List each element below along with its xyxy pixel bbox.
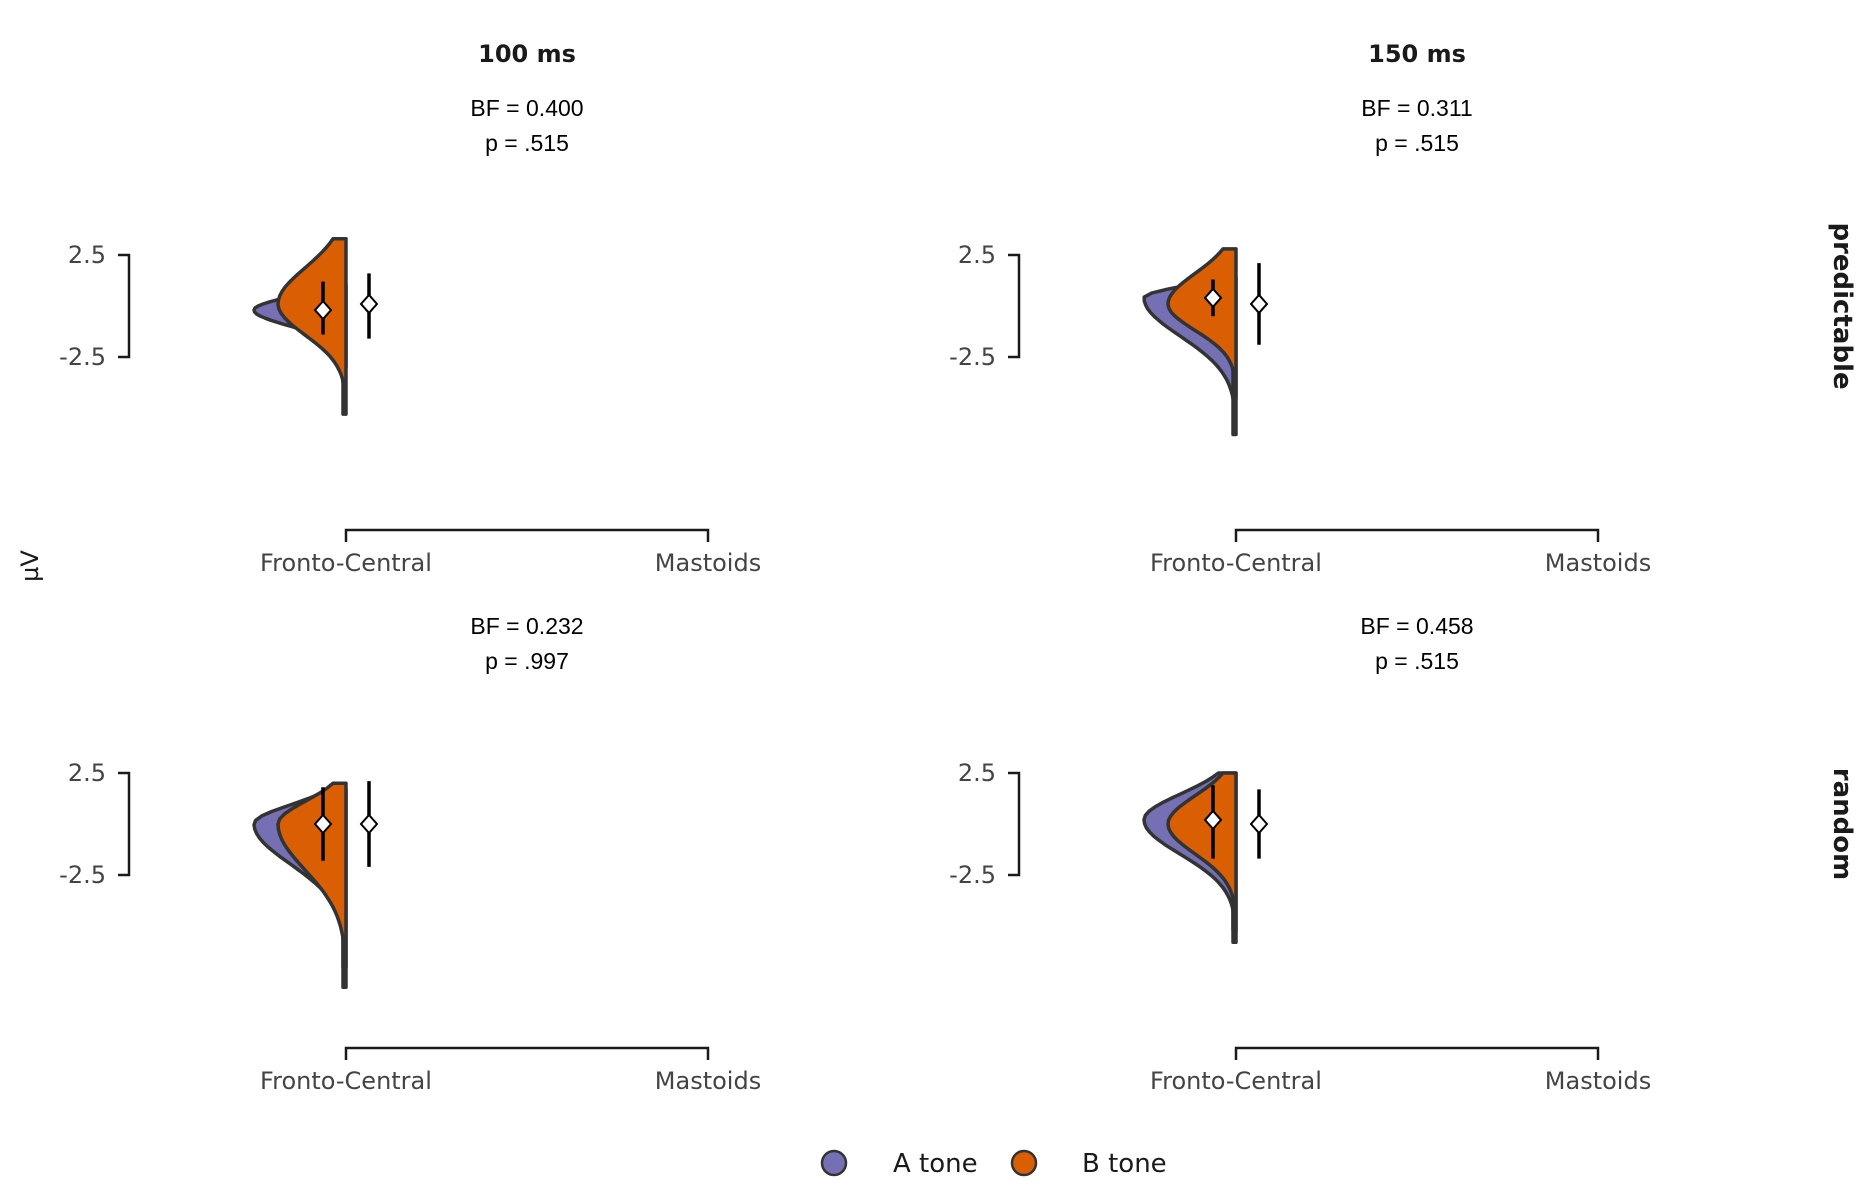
x-tick-label: Mastoids [1545, 1067, 1651, 1095]
panel-random-100ms: BF = 0.232 p = .997 2.5 -2.5 Fronto-Central M… [59, 613, 761, 1095]
y-axis-line [118, 253, 131, 359]
panel-predictable-150ms: 150 ms BF = 0.311 p = .515 2.5 -2.5 Fronto-Ce… [949, 40, 1651, 577]
y-tick-label: -2.5 [949, 861, 996, 889]
legend: A tone B tone [820, 1149, 1167, 1179]
legend-label-a-tone: A tone [893, 1149, 978, 1179]
y-tick-label: 2.5 [68, 241, 106, 269]
bf-value: BF = 0.311 [1361, 95, 1472, 121]
y-axis-line [118, 771, 131, 877]
legend-swatch-a-tone [820, 1149, 848, 1177]
violin-b-tone [276, 236, 348, 416]
mean-marker-a-tone [1203, 287, 1223, 309]
violin-b-tone [1166, 247, 1238, 400]
legend-swatch-b-tone [1010, 1149, 1038, 1177]
mean-marker-b-tone [1249, 813, 1269, 835]
panels-group: 100 ms BF = 0.400 p = .515 2.5 -2.5 Fronto-Ce… [59, 40, 1857, 1095]
legend-label-b-tone: B tone [1082, 1149, 1167, 1179]
x-tick-label: Fronto-Central [260, 1067, 432, 1095]
row-label-predictable: predictable [1827, 222, 1857, 389]
y-axis-label: µV [16, 550, 44, 582]
y-tick-label: -2.5 [59, 343, 106, 371]
p-value: p = .515 [1375, 130, 1459, 156]
x-tick-label: Mastoids [655, 1067, 761, 1095]
violin-b-tone [276, 781, 348, 989]
column-title: 150 ms [1368, 40, 1466, 68]
x-tick-label: Mastoids [655, 549, 761, 577]
row-label-random: random [1827, 768, 1857, 880]
bf-value: BF = 0.458 [1360, 613, 1473, 639]
mean-marker-b-tone [1249, 293, 1269, 315]
y-tick-label: 2.5 [958, 759, 996, 787]
y-tick-label: 2.5 [68, 759, 106, 787]
x-tick-label: Fronto-Central [260, 549, 432, 577]
y-tick-label: -2.5 [949, 343, 996, 371]
column-title: 100 ms [478, 40, 576, 68]
mean-marker-b-tone [359, 293, 379, 315]
mean-marker-a-tone [313, 813, 333, 835]
y-tick-label: -2.5 [59, 861, 106, 889]
y-axis-line [1008, 253, 1021, 359]
x-axis-line [344, 1046, 710, 1060]
x-tick-label: Fronto-Central [1150, 549, 1322, 577]
mean-marker-b-tone [359, 813, 379, 835]
p-value: p = .515 [485, 130, 569, 156]
bf-value: BF = 0.232 [470, 613, 583, 639]
panel-predictable-100ms: 100 ms BF = 0.400 p = .515 2.5 -2.5 Fronto-Ce… [59, 40, 761, 577]
p-value: p = .997 [485, 648, 569, 674]
x-axis-line [344, 528, 710, 542]
mean-marker-a-tone [1203, 809, 1223, 831]
panel-random-150ms: BF = 0.458 p = .515 2.5 -2.5 Fronto-Central M… [949, 613, 1651, 1095]
x-tick-label: Fronto-Central [1150, 1067, 1322, 1095]
x-axis-line [1234, 1046, 1600, 1060]
violin-b-tone [1166, 771, 1238, 932]
bf-value: BF = 0.400 [470, 95, 583, 121]
mean-marker-a-tone [313, 299, 333, 321]
p-value: p = .515 [1375, 648, 1459, 674]
x-tick-label: Mastoids [1545, 549, 1651, 577]
y-tick-label: 2.5 [958, 241, 996, 269]
y-axis-line [1008, 771, 1021, 877]
x-axis-line [1234, 528, 1600, 542]
